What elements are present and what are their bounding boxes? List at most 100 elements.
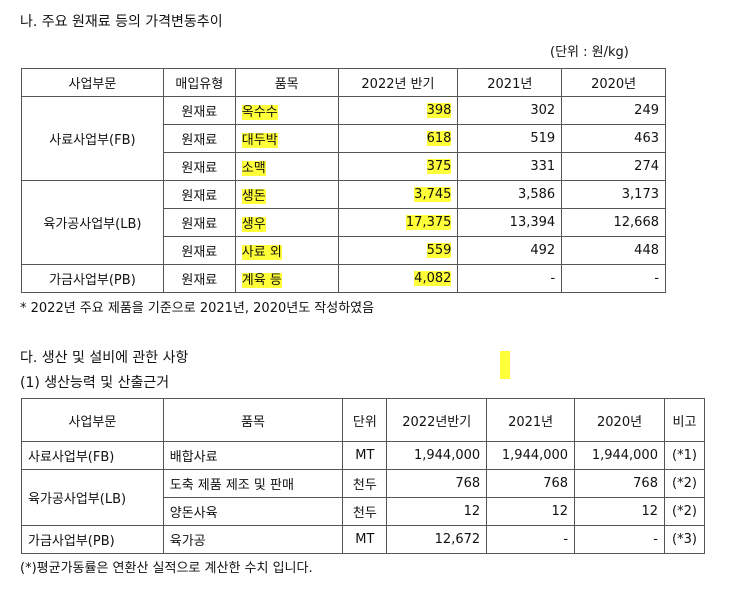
item-cell: 계육 등 <box>234 264 339 293</box>
header-division: 사업부문 <box>21 68 164 97</box>
value-2021: 3,586 <box>457 180 563 209</box>
header-item: 품목 <box>162 398 344 442</box>
table-row: 원재료 대두박 618 519 463 <box>22 124 666 153</box>
section-na-title: 나. 주요 원재료 등의 가격변동추이 <box>20 14 223 30</box>
value-label: 375 <box>426 159 452 174</box>
division-cell: 육가공사업부(LB) <box>21 469 164 526</box>
remarks-cell: (*3) <box>663 525 706 554</box>
unit-cell: MT <box>342 441 388 470</box>
item-label: 생우 <box>241 217 266 232</box>
table-header-row: 사업부문 매입유형 품목 2022년 반기 2021년 2020년 <box>21 68 666 97</box>
header-unit: 단위 <box>342 398 388 442</box>
value-label: 17,375 <box>405 215 452 230</box>
highlight-mark <box>500 351 510 379</box>
value-2021: - <box>486 525 576 554</box>
type-cell: 원재료 <box>162 124 236 153</box>
header-item: 품목 <box>234 68 339 97</box>
section-na-footnote: * 2022년 주요 제품을 기준으로 2021년, 2020년도 작성하였음 <box>20 301 375 316</box>
value-label: 559 <box>426 243 452 258</box>
table-row: 원재료 사료 외 559 492 448 <box>22 236 666 265</box>
capacity-table: 사업부문 품목 단위 2022년반기 2021년 2020년 비고 사료사업부(… <box>21 398 706 554</box>
value-2021: 492 <box>457 236 563 265</box>
table-row: 가금사업부(PB) 원재료 계육 등 4,082 - - <box>21 264 666 293</box>
value-2021: 331 <box>457 152 563 181</box>
value-2021: 519 <box>457 124 563 153</box>
item-cell: 생우 <box>234 208 339 237</box>
value-2021: - <box>457 264 563 293</box>
remarks-cell: (*2) <box>663 497 706 526</box>
table-row: 육가공사업부(LB) 원재료 생돈 3,745 3,586 3,173 <box>21 180 666 265</box>
table-row: 육가공사업부(LB) 도축 제품 제조 및 판매 천두 768 768 768 … <box>21 469 706 526</box>
item-cell: 도축 제품 제조 및 판매 <box>162 469 344 498</box>
value-2020: 274 <box>561 152 666 181</box>
price-trend-table: 사업부문 매입유형 품목 2022년 반기 2021년 2020년 사료사업부(… <box>21 68 666 293</box>
value-2022h: 618 <box>337 124 459 153</box>
header-2020: 2020년 <box>574 398 665 442</box>
value-label: 3,745 <box>414 187 452 202</box>
header-2022h: 2022년 반기 <box>337 68 459 97</box>
type-cell: 원재료 <box>162 208 236 237</box>
value-2020: 12,668 <box>561 208 666 237</box>
division-cell: 사료사업부(FB) <box>21 441 164 470</box>
item-label: 옥수수 <box>241 105 278 120</box>
value-2020: 768 <box>574 469 665 498</box>
value-2020: 1,944,000 <box>574 441 665 470</box>
type-cell: 원재료 <box>162 264 236 293</box>
table-row: 가금사업부(PB) 육가공 MT 12,672 - - (*3) <box>21 525 706 554</box>
section-da-footnote: (*)평균가동률은 연환산 실적으로 계산한 수치 입니다. <box>20 561 313 576</box>
table-row: 원재료 소맥 375 331 274 <box>22 152 666 181</box>
unit-cell: 천두 <box>342 497 388 526</box>
type-cell: 원재료 <box>162 152 236 181</box>
value-2020: - <box>561 264 666 293</box>
value-2021: 1,944,000 <box>486 441 576 470</box>
item-label: 사료 외 <box>241 245 282 260</box>
item-cell: 대두박 <box>234 124 339 153</box>
division-cell: 사료사업부(FB) <box>21 96 164 181</box>
value-2022h: 559 <box>337 236 459 265</box>
item-cell: 옥수수 <box>234 96 339 125</box>
remarks-cell: (*2) <box>663 469 706 498</box>
type-cell: 원재료 <box>162 236 236 265</box>
unit-note: (단위 : 원/kg) <box>550 45 629 60</box>
value-label: 4,082 <box>414 271 452 286</box>
division-cell: 가금사업부(PB) <box>21 525 164 554</box>
item-cell: 양돈사육 <box>162 497 344 526</box>
value-2022h: 17,375 <box>337 208 459 237</box>
unit-cell: 천두 <box>342 469 388 498</box>
item-label: 소맥 <box>241 161 266 176</box>
value-2020: 12 <box>574 497 665 526</box>
value-2022h: 1,944,000 <box>386 441 488 470</box>
table-row: 사료사업부(FB) 원재료 옥수수 398 302 249 <box>21 96 666 181</box>
header-remarks: 비고 <box>663 398 706 442</box>
header-division: 사업부문 <box>21 398 164 442</box>
item-cell: 생돈 <box>234 180 339 209</box>
remarks-cell: (*1) <box>663 441 706 470</box>
type-cell: 원재료 <box>162 96 236 125</box>
item-label: 대두박 <box>241 133 278 148</box>
value-2021: 302 <box>457 96 563 125</box>
value-2020: 448 <box>561 236 666 265</box>
value-2021: 13,394 <box>457 208 563 237</box>
division-cell: 가금사업부(PB) <box>21 264 164 293</box>
value-2020: - <box>574 525 665 554</box>
header-2021: 2021년 <box>486 398 576 442</box>
header-2020: 2020년 <box>561 68 666 97</box>
value-2022h: 12 <box>386 497 488 526</box>
section-da-subtitle: (1) 생산능력 및 산출근거 <box>20 375 170 391</box>
value-2022h: 12,672 <box>386 525 488 554</box>
header-purchase-type: 매입유형 <box>162 68 236 97</box>
table-header-row: 사업부문 품목 단위 2022년반기 2021년 2020년 비고 <box>21 398 706 442</box>
table-row: 양돈사육 천두 12 12 12 (*2) <box>22 497 706 526</box>
section-da-title: 다. 생산 및 설비에 관한 사항 <box>20 350 189 366</box>
value-2022h: 398 <box>337 96 459 125</box>
value-label: 398 <box>426 103 452 118</box>
header-2021: 2021년 <box>457 68 563 97</box>
value-2021: 768 <box>486 469 576 498</box>
item-cell: 소맥 <box>234 152 339 181</box>
item-cell: 배합사료 <box>162 441 344 470</box>
item-label: 생돈 <box>241 189 266 204</box>
item-label: 계육 등 <box>241 273 282 288</box>
table-row: 사료사업부(FB) 배합사료 MT 1,944,000 1,944,000 1,… <box>21 441 706 470</box>
item-cell: 육가공 <box>162 525 344 554</box>
header-2022h: 2022년반기 <box>386 398 488 442</box>
